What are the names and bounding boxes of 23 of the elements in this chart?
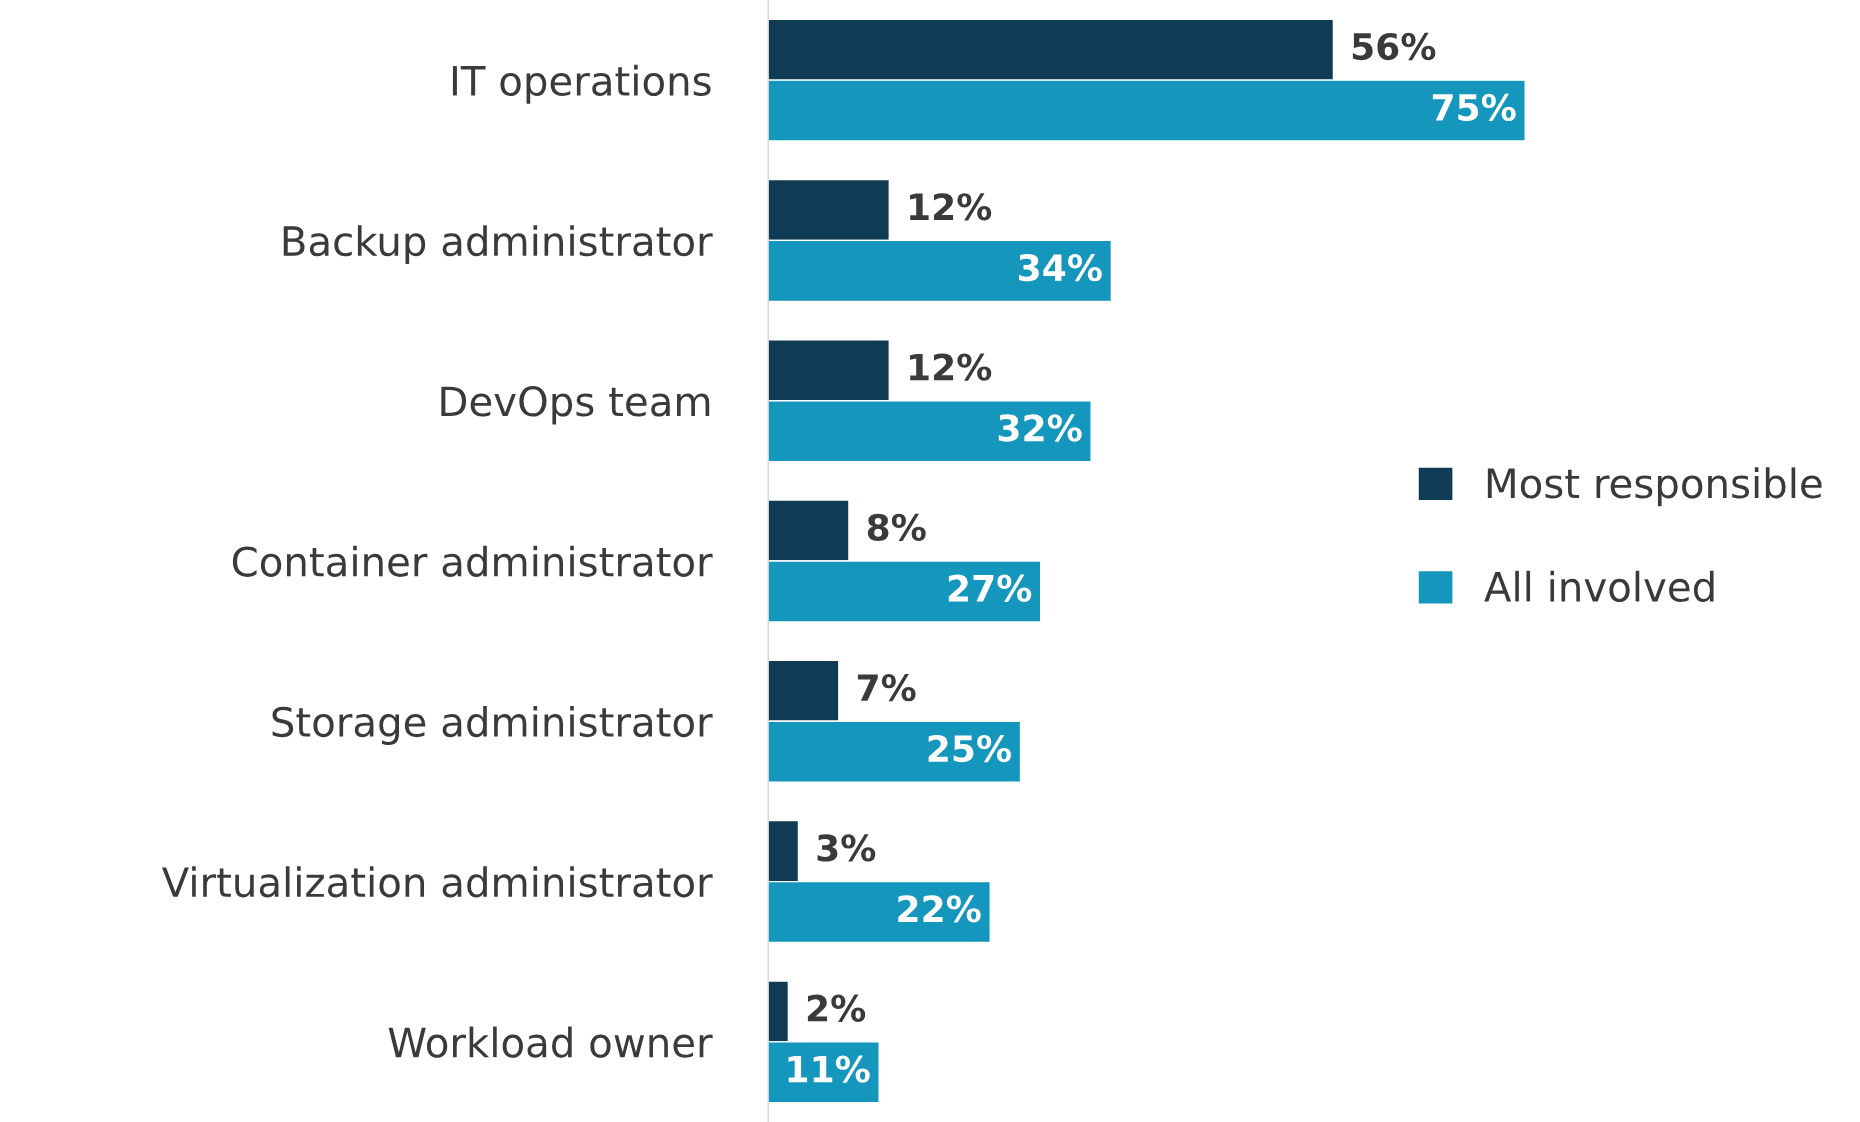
- data-label: 3%: [817, 834, 876, 862]
- data-label: 32%: [998, 414, 1082, 442]
- data-label: 75%: [1432, 93, 1516, 122]
- y-tick-label: Storage administrator: [272, 705, 713, 745]
- legend-label: Most responsible: [1487, 467, 1822, 507]
- legend-label: All involved: [1484, 570, 1714, 602]
- data-label: 2%: [807, 994, 866, 1022]
- y-tick-label: IT operations: [452, 64, 711, 104]
- data-label: 25%: [928, 734, 1012, 763]
- y-tick-label: Workload owner: [388, 1026, 713, 1058]
- data-label: 7%: [857, 673, 916, 702]
- data-label: 12%: [910, 193, 992, 221]
- data-label: 56%: [1352, 32, 1436, 61]
- y-tick-label: Container administrator: [232, 545, 713, 577]
- y-tick-label: Virtualization administrator: [162, 866, 713, 898]
- data-label: 12%: [910, 353, 992, 381]
- data-label: 22%: [898, 895, 981, 923]
- y-tick-label: Backup administrator: [283, 225, 713, 265]
- data-label: 11%: [788, 1055, 870, 1083]
- data-label: 34%: [1019, 254, 1102, 282]
- data-label: 8%: [867, 513, 926, 542]
- data-label: 27%: [948, 574, 1032, 602]
- y-tick-label: DevOps team: [441, 386, 710, 425]
